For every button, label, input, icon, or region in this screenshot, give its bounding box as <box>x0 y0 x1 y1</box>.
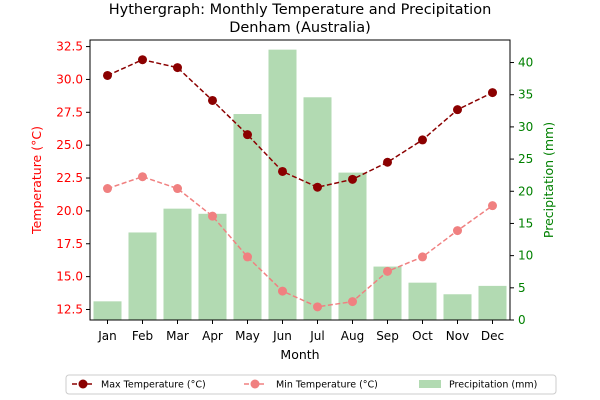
right-axis-ticks: 0 5 10 15 20 25 30 35 40 <box>510 56 533 327</box>
left-tick-label: 32.5 <box>56 40 83 54</box>
precip-bar-dec <box>478 285 507 320</box>
x-tick-label: May <box>235 329 260 343</box>
left-tick-label: 12.5 <box>56 302 83 316</box>
min-temp-point-sep <box>383 266 392 276</box>
max-temp-point-dec <box>488 88 497 98</box>
precip-bar-oct <box>408 282 437 320</box>
x-tick-label: Jun <box>272 329 292 343</box>
x-axis-label: Month <box>280 347 319 362</box>
max-temp-point-mar <box>173 63 182 73</box>
temperature-lines <box>103 55 497 312</box>
min-temp-point-jan <box>103 184 112 194</box>
min-temp-point-dec <box>488 201 497 211</box>
max-temp-point-jul <box>313 182 322 192</box>
precip-bar-aug <box>338 172 367 320</box>
x-tick-label: Aug <box>341 329 364 343</box>
legend-min-marker <box>250 379 260 389</box>
left-axis-ticks: 12.5 15.0 17.5 20.0 22.5 25.0 27.5 30.0 32.5 <box>56 40 90 316</box>
min-temp-point-jul <box>313 302 322 312</box>
min-temp-point-aug <box>348 297 357 307</box>
max-temp-point-apr <box>208 95 217 105</box>
x-tick-label: Mar <box>166 329 189 343</box>
chart-subtitle: Denham (Australia) <box>229 20 371 36</box>
precip-bar-jun <box>268 49 297 320</box>
precip-bar-jul <box>303 97 332 320</box>
max-temp-point-may <box>243 130 252 140</box>
max-temp-point-jan <box>103 70 112 80</box>
right-tick-label: 15 <box>518 216 533 230</box>
min-temp-point-may <box>243 252 252 262</box>
right-tick-label: 0 <box>518 313 526 327</box>
x-tick-label: Jan <box>97 329 117 343</box>
right-tick-label: 35 <box>518 88 533 102</box>
min-temp-point-feb <box>138 172 147 182</box>
min-temp-point-jun <box>278 286 287 296</box>
x-tick-label: Apr <box>202 329 223 343</box>
max-temp-point-nov <box>453 105 462 115</box>
left-tick-label: 17.5 <box>56 237 83 251</box>
precip-bar-jan <box>93 301 122 320</box>
min-temp-line <box>107 175 493 308</box>
max-temp-point-sep <box>383 157 392 167</box>
x-tick-label: Nov <box>446 329 469 343</box>
left-tick-label: 20.0 <box>56 204 83 218</box>
left-tick-label: 15.0 <box>56 270 83 284</box>
right-tick-label: 40 <box>518 56 533 70</box>
left-tick-label: 27.5 <box>56 105 83 119</box>
chart-title: Hythergraph: Monthly Temperature and Pre… <box>109 2 492 18</box>
right-tick-label: 10 <box>518 249 533 263</box>
max-temp-point-oct <box>418 135 427 145</box>
max-temp-point-aug <box>348 174 357 184</box>
right-axis-label: Precipitation (mm) <box>541 122 556 238</box>
right-tick-label: 25 <box>518 152 533 166</box>
precip-bar-mar <box>163 208 192 320</box>
x-tick-label: Dec <box>481 329 504 343</box>
precip-bar-nov <box>443 294 472 320</box>
legend-frame <box>65 374 557 395</box>
max-temp-line <box>107 58 493 189</box>
legend-min-label: Min Temperature (°C) <box>276 380 378 391</box>
max-temp-point-feb <box>138 55 147 65</box>
legend-precip-swatch <box>419 380 441 388</box>
legend-max-marker <box>78 379 88 389</box>
min-temp-point-mar <box>173 184 182 194</box>
x-axis-ticks: Jan Feb Mar Apr May Jun Jul Aug Sep Oct Nov Dec <box>97 320 504 343</box>
precip-bar-may <box>233 114 262 321</box>
min-temp-point-oct <box>418 252 427 262</box>
left-tick-label: 30.0 <box>56 72 83 86</box>
plot-frame <box>89 39 511 321</box>
max-temp-point-jun <box>278 166 287 176</box>
x-tick-label: Sep <box>376 329 399 343</box>
left-axis-label: Temperature (°C) <box>29 126 44 235</box>
legend-precip-label: Precipitation (mm) <box>449 380 537 391</box>
left-tick-label: 22.5 <box>56 171 83 185</box>
x-tick-label: Feb <box>132 329 153 343</box>
right-tick-label: 20 <box>518 184 533 198</box>
right-tick-label: 30 <box>518 120 533 134</box>
min-temp-point-apr <box>208 211 217 221</box>
precip-bar-feb <box>128 232 157 320</box>
x-tick-label: Oct <box>412 329 433 343</box>
legend: Max Temperature (°C) Min Temperature (°C… <box>65 374 557 395</box>
precipitation-bars <box>93 49 507 321</box>
left-tick-label: 25.0 <box>56 138 83 152</box>
x-tick-label: Jul <box>309 329 324 343</box>
precip-bar-apr <box>198 213 227 320</box>
right-tick-label: 5 <box>518 281 526 295</box>
legend-max-label: Max Temperature (°C) <box>101 380 206 391</box>
min-temp-point-nov <box>453 226 462 236</box>
